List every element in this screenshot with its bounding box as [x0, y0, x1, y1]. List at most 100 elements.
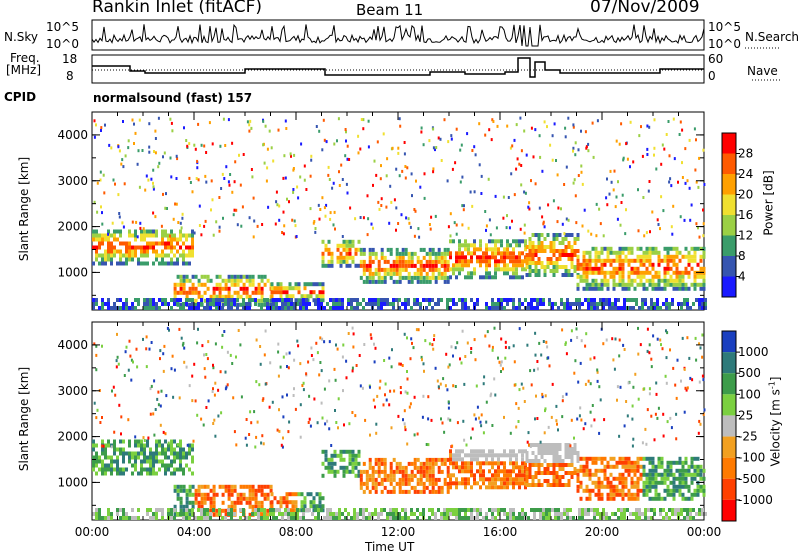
scatter-cell: [427, 417, 430, 421]
scatter-cell: [183, 360, 186, 364]
scatter-cell: [152, 168, 155, 172]
data-cell: [573, 467, 577, 471]
scatter-cell: [625, 208, 627, 212]
data-cell: [633, 266, 637, 271]
data-cell: [585, 270, 589, 275]
scatter-cell: [637, 397, 640, 401]
scatter-cell: [245, 418, 248, 421]
data-cell: [170, 459, 173, 464]
data-cell: [443, 481, 447, 486]
data-cell: [230, 488, 234, 493]
data-cell: [350, 516, 353, 520]
scatter-cell: [474, 153, 477, 157]
data-cell: [666, 468, 670, 473]
data-cell: [675, 254, 679, 259]
scatter-cell: [102, 173, 105, 177]
scatter-cell: [188, 142, 191, 146]
data-cell: [455, 477, 458, 482]
data-cell: [149, 298, 152, 302]
data-cell: [149, 233, 152, 238]
data-cell: [630, 266, 634, 271]
data-cell: [281, 306, 284, 310]
data-cell: [173, 439, 176, 444]
scatter-cell: [473, 190, 476, 194]
data-cell: [191, 290, 195, 295]
data-cell: [351, 259, 355, 264]
data-cell: [353, 298, 356, 302]
data-cell: [588, 496, 592, 501]
data-cell: [458, 481, 461, 486]
data-cell: [687, 258, 691, 263]
data-cell: [164, 455, 167, 460]
data-cell: [624, 246, 628, 251]
data-cell: [131, 257, 134, 262]
scatter-cell: [395, 206, 398, 210]
data-cell: [579, 278, 583, 283]
scatter-cell: [332, 223, 335, 227]
scatter-cell: [529, 445, 532, 448]
data-cell: [497, 247, 500, 252]
data-cell: [374, 279, 378, 284]
data-cell: [491, 251, 494, 256]
data-cell: [531, 269, 535, 273]
data-cell: [320, 508, 323, 512]
scatter-cell: [452, 354, 454, 358]
data-cell: [594, 258, 598, 263]
scatter-cell: [101, 211, 103, 215]
data-cell: [629, 512, 632, 516]
scatter-cell: [327, 173, 330, 177]
data-cell: [503, 508, 506, 512]
scatter-cell: [525, 153, 528, 157]
data-cell: [263, 492, 267, 497]
scatter-cell: [518, 162, 521, 166]
data-cell: [431, 512, 434, 516]
scatter-cell: [145, 335, 148, 339]
data-cell: [131, 253, 134, 258]
scatter-cell: [345, 130, 347, 134]
data-cell: [431, 263, 435, 268]
data-cell: [455, 465, 458, 470]
scatter-cell: [176, 157, 179, 161]
scatter-cell: [490, 392, 493, 396]
scatter-cell: [162, 369, 165, 373]
data-cell: [248, 488, 252, 493]
data-cell: [575, 302, 578, 306]
scatter-cell: [168, 328, 170, 332]
data-cell: [515, 477, 518, 482]
data-cell: [401, 477, 405, 482]
scatter-cell: [618, 142, 621, 146]
data-cell: [612, 464, 616, 469]
data-cell: [579, 496, 583, 501]
data-cell: [197, 508, 200, 512]
scatter-cell: [380, 204, 383, 207]
data-cell: [698, 512, 701, 516]
data-cell: [494, 306, 497, 310]
scatter-cell: [378, 386, 381, 390]
data-cell: [347, 298, 350, 302]
data-cell: [425, 275, 429, 280]
data-cell: [275, 302, 278, 306]
data-cell: [386, 302, 389, 306]
data-cell: [506, 477, 509, 482]
data-cell: [383, 477, 387, 482]
data-cell: [317, 302, 320, 306]
scatter-cell: [693, 127, 696, 131]
data-cell: [467, 251, 470, 256]
scatter-cell: [118, 212, 121, 215]
data-cell: [512, 461, 515, 466]
scatter-cell: [160, 224, 163, 228]
data-cell: [179, 439, 182, 444]
data-cell: [176, 241, 179, 246]
data-cell: [176, 451, 179, 456]
data-cell: [227, 484, 231, 489]
data-cell: [665, 516, 668, 520]
data-cell: [173, 467, 176, 472]
data-cell: [458, 298, 461, 302]
scatter-cell: [262, 397, 265, 401]
scatter-cell: [685, 388, 688, 392]
scatter-cell: [634, 372, 637, 376]
data-cell: [185, 496, 189, 501]
data-cell: [681, 496, 685, 501]
data-cell: [149, 245, 152, 250]
scatter-cell: [672, 117, 675, 121]
